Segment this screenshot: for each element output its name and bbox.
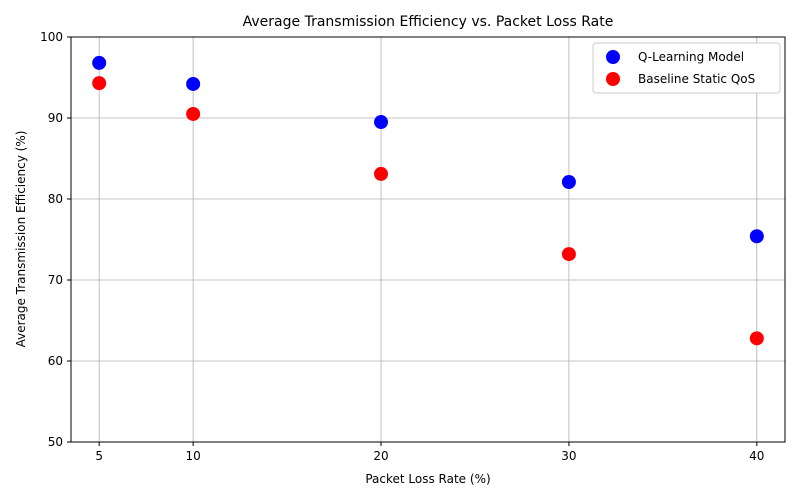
y-axis-label: Average Transmission Efficiency (%) [14, 131, 28, 348]
legend-marker-baseline [606, 72, 620, 86]
data-points [92, 55, 764, 346]
x-axis-ticks: 5 10 20 30 40 [95, 442, 764, 463]
x-tick-label: 20 [373, 449, 388, 463]
y-tick-label: 70 [48, 273, 63, 287]
data-point-baseline [749, 331, 764, 346]
y-tick-label: 60 [48, 354, 63, 368]
y-tick-label: 50 [48, 435, 63, 449]
data-point-q-learning [749, 229, 764, 244]
data-point-baseline [561, 247, 576, 262]
legend-box [592, 42, 781, 94]
y-tick-label: 80 [48, 192, 63, 206]
data-point-baseline [374, 166, 389, 181]
y-tick-label: 90 [48, 111, 63, 125]
chart-title: Average Transmission Efficiency vs. Pack… [243, 14, 614, 30]
plot-frame [70, 36, 786, 443]
y-axis-ticks: 50 60 70 80 90 100 [40, 30, 71, 449]
x-tick-label: 5 [95, 449, 103, 463]
y-tick-label: 100 [40, 30, 63, 44]
data-point-q-learning [561, 174, 576, 189]
x-tick-label: 40 [749, 449, 764, 463]
data-point-baseline [186, 106, 201, 121]
x-tick-label: 10 [185, 449, 200, 463]
x-axis-label: Packet Loss Rate (%) [365, 472, 490, 486]
legend-label-baseline: Baseline Static QoS [638, 72, 755, 86]
legend: Q-Learning Model Baseline Static QoS [592, 42, 781, 94]
legend-marker-q-learning [606, 50, 620, 64]
x-tick-label: 30 [561, 449, 576, 463]
legend-label-q-learning: Q-Learning Model [638, 50, 744, 64]
data-point-q-learning [186, 76, 201, 91]
data-point-q-learning [374, 115, 389, 130]
data-point-q-learning [92, 55, 107, 70]
data-point-baseline [92, 76, 107, 91]
grid-lines [71, 36, 785, 443]
